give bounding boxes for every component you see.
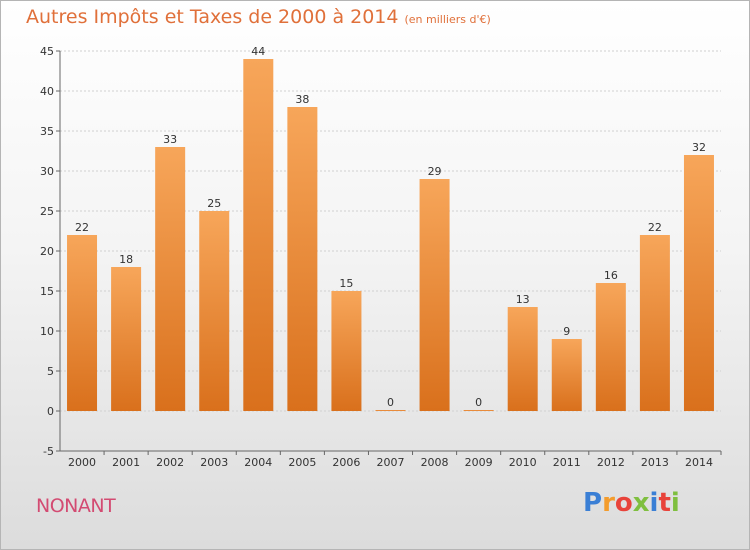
bar-2011 xyxy=(551,339,582,411)
logo-letter: r xyxy=(602,488,615,518)
x-tick-label-2004: 2004 xyxy=(244,456,272,469)
bar-2003 xyxy=(199,211,230,411)
value-label-2002: 33 xyxy=(163,133,177,146)
x-tick-label-2011: 2011 xyxy=(553,456,581,469)
logo-letter: i xyxy=(649,488,659,518)
x-tick-label-2014: 2014 xyxy=(685,456,713,469)
value-label-2001: 18 xyxy=(119,253,133,266)
value-labels: 22 18 33 25 44 38 15 0 29 0 13 9 16 22 32 xyxy=(75,45,706,409)
x-tick-labels: 2000 2001 2002 2003 2004 2005 2006 2007 2008 2009… xyxy=(68,456,713,469)
logo-letter: o xyxy=(614,488,633,518)
bar-2010 xyxy=(507,307,538,411)
bar-2013 xyxy=(639,235,670,411)
x-tick-label-2005: 2005 xyxy=(288,456,316,469)
y-tick-label: 40 xyxy=(40,85,54,98)
y-tick-label: 20 xyxy=(40,245,54,258)
value-label-2007: 0 xyxy=(387,396,394,409)
x-tick-label-2003: 2003 xyxy=(200,456,228,469)
value-label-2003: 25 xyxy=(207,197,221,210)
y-tick-label: 35 xyxy=(40,125,54,138)
value-label-2005: 38 xyxy=(295,93,309,106)
x-tick-label-2006: 2006 xyxy=(332,456,360,469)
y-tick-label: 10 xyxy=(40,325,54,338)
bar-2012 xyxy=(595,283,626,411)
x-tick-label-2001: 2001 xyxy=(112,456,140,469)
x-tick-label-2013: 2013 xyxy=(641,456,669,469)
bar-2014 xyxy=(683,155,714,411)
y-tick-label: 5 xyxy=(47,365,54,378)
value-label-2008: 29 xyxy=(428,165,442,178)
bar-2008 xyxy=(419,179,450,411)
logo-letter: P xyxy=(583,488,603,518)
value-label-2006: 15 xyxy=(339,277,353,290)
logo-letter: t xyxy=(658,488,671,518)
x-tick-label-2012: 2012 xyxy=(597,456,625,469)
bar-2001 xyxy=(111,267,142,411)
value-label-2009: 0 xyxy=(475,396,482,409)
y-tick-label: 0 xyxy=(47,405,54,418)
y-tick-label: 30 xyxy=(40,165,54,178)
bar-2004 xyxy=(243,59,274,411)
x-tick-label-2009: 2009 xyxy=(465,456,493,469)
grid-lines xyxy=(56,50,721,452)
y-tick-label: 25 xyxy=(40,205,54,218)
proxiti-logo: Proxiti xyxy=(583,488,680,518)
logo-letter: x xyxy=(632,488,650,518)
value-label-2014: 32 xyxy=(692,141,706,154)
value-label-2010: 13 xyxy=(516,293,530,306)
bars xyxy=(67,59,714,411)
bar-2005 xyxy=(287,107,318,411)
chart-unit: (en milliers d'€) xyxy=(404,13,491,26)
chart-title: Autres Impôts et Taxes de 2000 à 2014 (en… xyxy=(26,6,491,28)
x-tick-label-2007: 2007 xyxy=(377,456,405,469)
value-label-2004: 44 xyxy=(251,45,265,58)
commune-name: NONANT xyxy=(36,495,116,517)
x-tick-label-2000: 2000 xyxy=(68,456,96,469)
value-label-2000: 22 xyxy=(75,221,89,234)
axes xyxy=(59,51,722,455)
bar-2006 xyxy=(331,291,362,411)
bar-2007 xyxy=(375,410,406,411)
chart-title-text: Autres Impôts et Taxes de 2000 à 2014 xyxy=(26,6,399,28)
bar-2000 xyxy=(67,235,98,411)
y-tick-label: 15 xyxy=(40,285,54,298)
y-tick-label: -5 xyxy=(43,445,54,458)
value-label-2012: 16 xyxy=(604,269,618,282)
y-tick-label: 45 xyxy=(40,45,54,58)
x-tick-label-2010: 2010 xyxy=(509,456,537,469)
x-tick-label-2002: 2002 xyxy=(156,456,184,469)
value-label-2011: 9 xyxy=(563,325,570,338)
y-tick-labels: -5 0 5 10 15 20 25 30 35 40 45 xyxy=(40,45,54,458)
logo-letter: i xyxy=(670,488,680,518)
x-tick-label-2008: 2008 xyxy=(421,456,449,469)
value-label-2013: 22 xyxy=(648,221,662,234)
bar-2002 xyxy=(155,147,186,411)
bar-2009 xyxy=(463,410,494,411)
